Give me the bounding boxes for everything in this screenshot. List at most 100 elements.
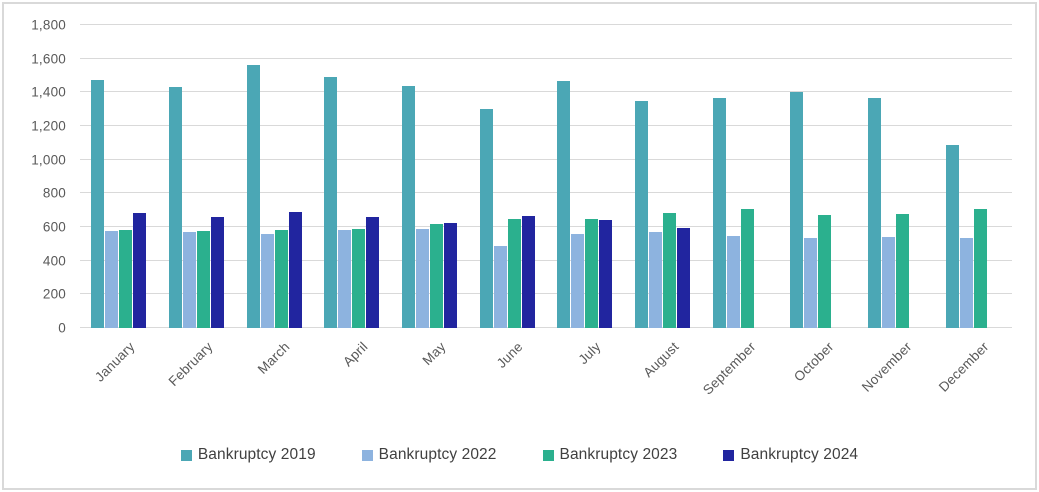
gridline-1800 (80, 24, 1012, 25)
bar-bankruptcy-2019-march (246, 65, 260, 328)
bar-group-january (80, 25, 158, 328)
y-tick-label-1800: 1,800 (31, 17, 66, 33)
bar-bankruptcy-2024-august (677, 227, 691, 328)
bar-bankruptcy-2019-april (324, 77, 338, 328)
bar-group-august (624, 25, 702, 328)
bar-bankruptcy-2022-july (571, 233, 585, 328)
legend-swatch-icon (723, 449, 735, 461)
bar-bankruptcy-2019-august (635, 100, 649, 328)
legend-label: Bankruptcy 2023 (559, 446, 678, 463)
bar-bankruptcy-2024-july (599, 220, 613, 328)
x-tick-label-february: February (165, 339, 216, 389)
gridline-1000 (80, 158, 1012, 160)
legend-item-bankruptcy-2022: Bankruptcy 2022 (361, 446, 497, 464)
gridline-600 (80, 226, 1012, 227)
bar-bankruptcy-2022-february (183, 232, 196, 328)
legend-swatch-icon (180, 449, 192, 461)
bar-group-july (546, 25, 624, 328)
x-tick-label-may: May (419, 339, 449, 369)
y-tick-label-0: 0 (58, 320, 66, 336)
bar-group-february (158, 25, 236, 328)
bar-group-june (468, 25, 546, 328)
y-tick-label-600: 600 (42, 219, 66, 235)
bar-group-may (391, 25, 469, 328)
bar-bankruptcy-2019-may (402, 85, 416, 328)
gridline-1400 (80, 91, 1012, 93)
bar-bankruptcy-2022-november (882, 237, 896, 328)
y-tick-label-1000: 1,000 (31, 152, 66, 168)
bar-bankruptcy-2022-april (338, 230, 352, 328)
gridline-800 (80, 192, 1012, 194)
gridline-200 (80, 293, 1012, 295)
legend-item-bankruptcy-2019: Bankruptcy 2019 (180, 446, 316, 464)
gridline-400 (80, 259, 1012, 261)
bar-bankruptcy-2024-june (521, 216, 535, 328)
y-tick-label-800: 800 (42, 185, 66, 201)
bar-bankruptcy-2019-december (945, 144, 959, 328)
x-axis: January February March April May June July Augu… (80, 332, 1012, 432)
bar-bankruptcy-2024-may (444, 222, 458, 328)
bar-group-november (857, 25, 935, 328)
bar-group-april (313, 25, 391, 328)
y-tick-label-200: 200 (42, 286, 66, 302)
bar-bankruptcy-2019-september (712, 98, 726, 328)
x-tick-label-october: October (790, 339, 837, 385)
gridline-0 (80, 327, 1012, 328)
legend-label: Bankruptcy 2019 (197, 446, 316, 463)
legend-swatch-icon (542, 449, 554, 461)
bar-bankruptcy-2019-june (479, 109, 493, 328)
bar-bankruptcy-2019-october (790, 91, 804, 328)
legend-label: Bankruptcy 2022 (378, 446, 497, 463)
bar-bankruptcy-2022-june (493, 245, 507, 328)
x-tick-label-april: April (340, 339, 371, 370)
y-axis: 0 200 400 600 800 1,000 1,200 1,400 1,600 1,800 (0, 18, 66, 336)
x-tick-label-june: June (493, 339, 526, 371)
bar-bankruptcy-2023-october (818, 215, 832, 328)
bar-bankruptcy-2023-march (274, 230, 288, 328)
bar-bankruptcy-2022-october (804, 237, 818, 328)
bar-bankruptcy-2019-february (169, 87, 182, 328)
legend-label: Bankruptcy 2024 (740, 446, 859, 463)
bar-bankruptcy-2019-july (557, 81, 571, 328)
bar-bankruptcy-2023-november (896, 214, 910, 328)
bar-bankruptcy-2022-january (105, 231, 119, 328)
bar-bankruptcy-2023-may (430, 223, 444, 328)
bar-bankruptcy-2024-april (366, 216, 380, 328)
bar-bankruptcy-2023-january (119, 229, 133, 328)
bar-bankruptcy-2023-february (197, 231, 210, 328)
x-tick-label-september: September (700, 339, 759, 398)
y-tick-label-1400: 1,400 (31, 84, 66, 100)
gridline-1200 (80, 125, 1012, 126)
bar-bankruptcy-2024-january (133, 212, 147, 328)
bar-groups (80, 25, 1012, 328)
plot-area (80, 24, 1012, 328)
bar-bankruptcy-2022-august (649, 232, 663, 328)
bar-bankruptcy-2023-july (585, 219, 599, 328)
y-tick-label-1200: 1,200 (31, 118, 66, 134)
legend-swatch-icon (361, 449, 373, 461)
x-tick-label-march: March (254, 339, 293, 377)
bar-bankruptcy-2023-april (352, 228, 366, 328)
bar-group-october (779, 25, 857, 328)
bar-bankruptcy-2022-march (260, 233, 274, 328)
legend: Bankruptcy 2019 Bankruptcy 2022 Bankruptcy… (0, 446, 1039, 464)
bar-bankruptcy-2022-may (416, 228, 430, 328)
bar-bankruptcy-2023-september (740, 209, 754, 328)
x-tick-label-december: December (935, 339, 992, 395)
bar-bankruptcy-2023-december (973, 209, 987, 328)
x-tick-label-november: November (858, 339, 915, 395)
legend-item-bankruptcy-2023: Bankruptcy 2023 (542, 446, 678, 464)
bar-bankruptcy-2022-december (959, 237, 973, 328)
bar-bankruptcy-2024-february (211, 216, 224, 328)
y-tick-label-1600: 1,600 (31, 51, 66, 67)
x-tick-label-january: January (91, 339, 138, 385)
x-tick-label-july: July (575, 339, 604, 368)
x-tick-label-august: August (639, 339, 682, 381)
bar-group-march (235, 25, 313, 328)
bar-bankruptcy-2022-september (726, 236, 740, 328)
bar-bankruptcy-2023-june (507, 218, 521, 328)
bar-bankruptcy-2024-march (288, 211, 302, 328)
gridline-1600 (80, 57, 1012, 59)
legend-item-bankruptcy-2024: Bankruptcy 2024 (723, 446, 858, 464)
